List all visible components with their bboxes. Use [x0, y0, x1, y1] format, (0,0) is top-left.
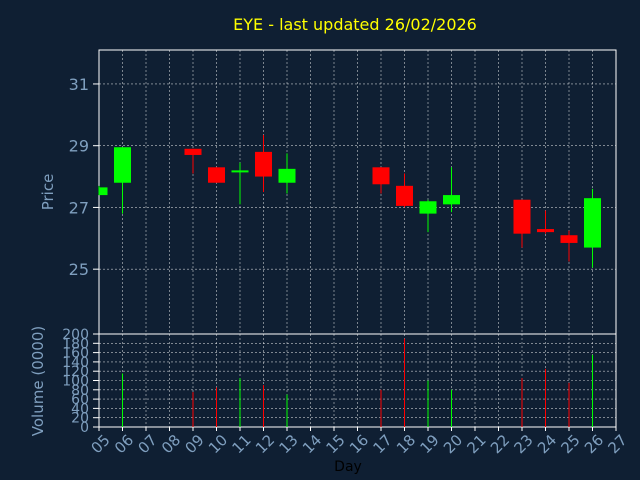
day-tick-label: 27: [605, 431, 631, 457]
candle-body: [560, 235, 578, 243]
day-tick-label: 18: [393, 431, 419, 457]
day-tick-label: 25: [558, 431, 584, 457]
candle: [278, 153, 296, 194]
candle-body: [513, 199, 531, 234]
candle: [98, 185, 108, 196]
candle-body: [443, 195, 460, 205]
volume-grid: [99, 334, 616, 427]
candle-body: [537, 229, 554, 233]
candle: [372, 167, 390, 194]
volume-tick-label: 120: [62, 364, 89, 380]
candle: [255, 134, 272, 192]
day-tick-label: 14: [299, 431, 325, 457]
day-tick-label: 05: [88, 431, 114, 457]
volume-tick-label: 40: [71, 401, 89, 417]
candle: [184, 148, 202, 174]
candle: [537, 210, 554, 234]
volume-bars: [122, 338, 593, 427]
day-ticks: 0506070809101112131415161718192021222324…: [88, 427, 631, 457]
candle-body: [278, 168, 296, 183]
volume-tick-label: 100: [62, 374, 89, 390]
volume-tick-label: 160: [62, 346, 89, 362]
candle-body: [396, 185, 413, 206]
day-tick-label: 20: [440, 431, 466, 457]
day-tick-label: 21: [464, 431, 490, 457]
candle-body: [99, 187, 108, 196]
candle: [114, 147, 131, 214]
day-tick-label: 11: [229, 431, 255, 457]
candles: [98, 134, 601, 268]
day-tick-label: 19: [417, 431, 443, 457]
candle-body: [114, 147, 131, 183]
volume-axis-label: Volume (0000): [29, 326, 47, 436]
x-axis-label: Day: [334, 459, 362, 475]
candle: [231, 162, 249, 205]
price-tick-label: 31: [69, 75, 89, 94]
candle-body: [184, 148, 202, 155]
candle: [584, 188, 601, 268]
day-tick-label: 16: [346, 431, 372, 457]
volume-tick-label: 180: [62, 336, 89, 352]
day-tick-label: 15: [323, 431, 349, 457]
day-tick-label: 09: [182, 431, 208, 457]
candle: [443, 167, 460, 213]
day-tick-label: 10: [205, 431, 231, 457]
candle-body: [208, 167, 225, 183]
price-grid: [99, 50, 616, 334]
volume-tick-label: 60: [71, 392, 89, 408]
day-tick-label: 26: [581, 431, 607, 457]
day-tick-label: 23: [511, 431, 537, 457]
volume-tick-label: 80: [71, 383, 89, 399]
candle-body: [255, 151, 272, 177]
candle-body: [584, 198, 601, 248]
day-tick-label: 12: [252, 431, 278, 457]
price-tick-label: 27: [69, 198, 89, 217]
candle: [208, 167, 225, 183]
day-tick-label: 13: [276, 431, 302, 457]
price-y-ticks: 25 27 29 31: [69, 75, 99, 279]
day-tick-label: 17: [370, 431, 396, 457]
day-tick-label: 08: [158, 431, 184, 457]
candle-body: [372, 167, 390, 185]
candle: [396, 173, 413, 208]
candle-body: [419, 201, 437, 214]
candle: [419, 199, 437, 233]
price-panel: 25 27 29 31: [69, 49, 617, 335]
price-tick-label: 29: [69, 137, 89, 156]
price-tick-label: 25: [69, 260, 89, 279]
chart-title: EYE - last updated 26/02/2026: [233, 15, 477, 34]
candle: [560, 230, 578, 262]
day-tick-label: 24: [534, 431, 560, 457]
day-tick-label: 22: [487, 431, 513, 457]
volume-tick-label: 140: [62, 355, 89, 371]
volume-tick-label: 0: [80, 420, 89, 436]
volume-tick-label: 200: [62, 327, 89, 343]
day-tick-label: 06: [111, 431, 137, 457]
day-tick-label: 07: [135, 431, 161, 457]
candle-body: [231, 170, 249, 173]
volume-tick-label: 20: [71, 411, 89, 427]
candle: [513, 199, 531, 248]
price-axis-label: Price: [39, 174, 57, 211]
